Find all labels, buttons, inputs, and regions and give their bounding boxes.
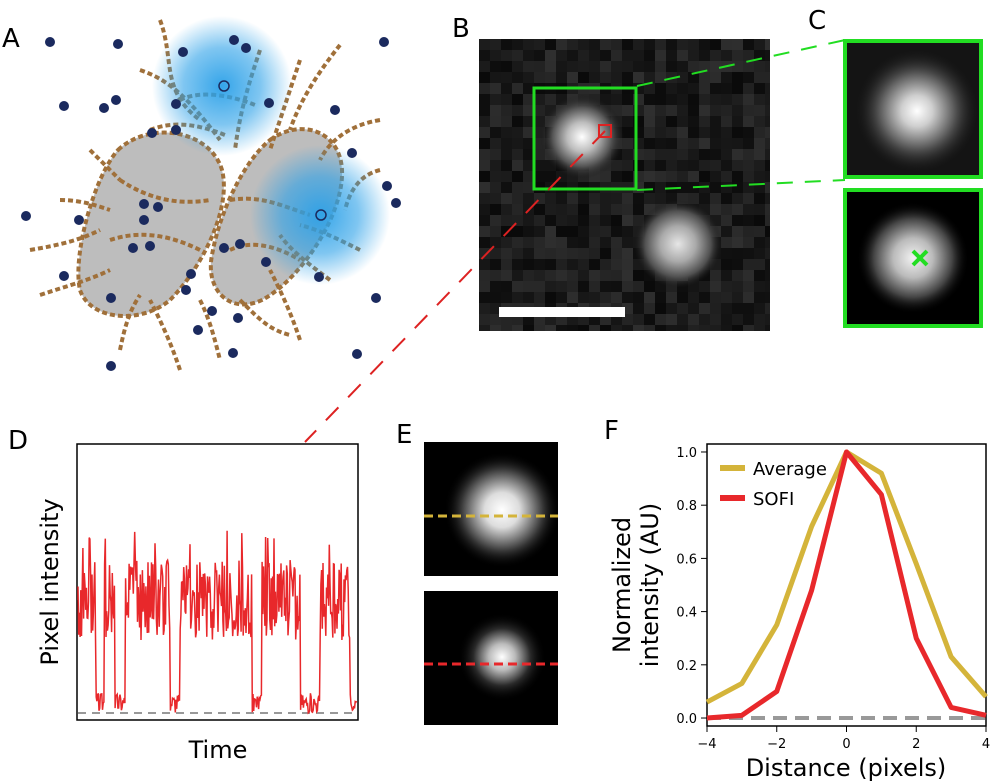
- panel-f-profile-chart: −4 −2 0 2 4 0.0 0.2 0.4 0.6 0.8 1.0 Average SOFI D…: [608, 443, 990, 782]
- panel-e-sofi-image: [424, 591, 558, 725]
- roi-pixel-red: [598, 124, 612, 138]
- fit-center-cross-icon: [911, 249, 929, 267]
- panel-a-schematic: [21, 16, 401, 371]
- panel-c-crop-average: [843, 39, 983, 179]
- panel-label-b: B: [452, 14, 470, 44]
- x-tick-label: 4: [982, 737, 990, 752]
- panel-label-d: D: [8, 426, 29, 456]
- y-tick-label: 0.0: [676, 712, 697, 727]
- y-tick-label: 0.2: [676, 659, 697, 674]
- intensity-trace: [77, 530, 358, 715]
- trace-ylabel: Pixel intensity: [36, 498, 64, 665]
- y-tick-label: 0.6: [676, 552, 697, 567]
- scale-bar: [499, 307, 625, 317]
- emitter-spot-1: [540, 95, 624, 179]
- legend-label-average: Average: [753, 459, 827, 480]
- x-tick-label: −2: [767, 737, 786, 752]
- x-tick-label: −4: [697, 737, 716, 752]
- series-line-average: [705, 449, 988, 705]
- legend-label-sofi: SOFI: [753, 489, 794, 510]
- panel-label-a: A: [2, 24, 20, 54]
- panel-label-e: E: [396, 420, 413, 450]
- chart-legend: Average SOFI: [720, 459, 827, 510]
- fluorophore-glow-right: [250, 145, 390, 285]
- panel-d-time-trace: Time Pixel intensity: [36, 443, 359, 764]
- emitter-spot-2: [634, 200, 722, 288]
- chart-xlabel: Distance (pixels): [746, 754, 947, 782]
- series-line-sofi: [706, 449, 987, 721]
- roi-box-green: [532, 86, 638, 191]
- background-molecules: [21, 35, 401, 371]
- panel-e-average-image: [424, 442, 558, 576]
- x-tick-label: 2: [912, 737, 920, 752]
- panel-label-c: C: [808, 6, 827, 36]
- y-tick-label: 0.4: [676, 606, 697, 621]
- y-tick-label: 1.0: [676, 446, 697, 461]
- trace-xlabel: Time: [188, 736, 248, 764]
- y-tick-label: 0.8: [676, 499, 697, 514]
- fluorophore-marker-right: [315, 209, 327, 221]
- trace-plot-frame: [76, 443, 359, 721]
- x-tick-label: 0: [842, 737, 850, 752]
- panel-c-crop-fit: [843, 188, 983, 328]
- panel-label-f: F: [604, 416, 619, 446]
- chart-frame: [706, 443, 987, 727]
- chart-ylabel: Normalizedintensity (AU): [608, 503, 664, 667]
- fluorophore-marker-top: [218, 80, 230, 92]
